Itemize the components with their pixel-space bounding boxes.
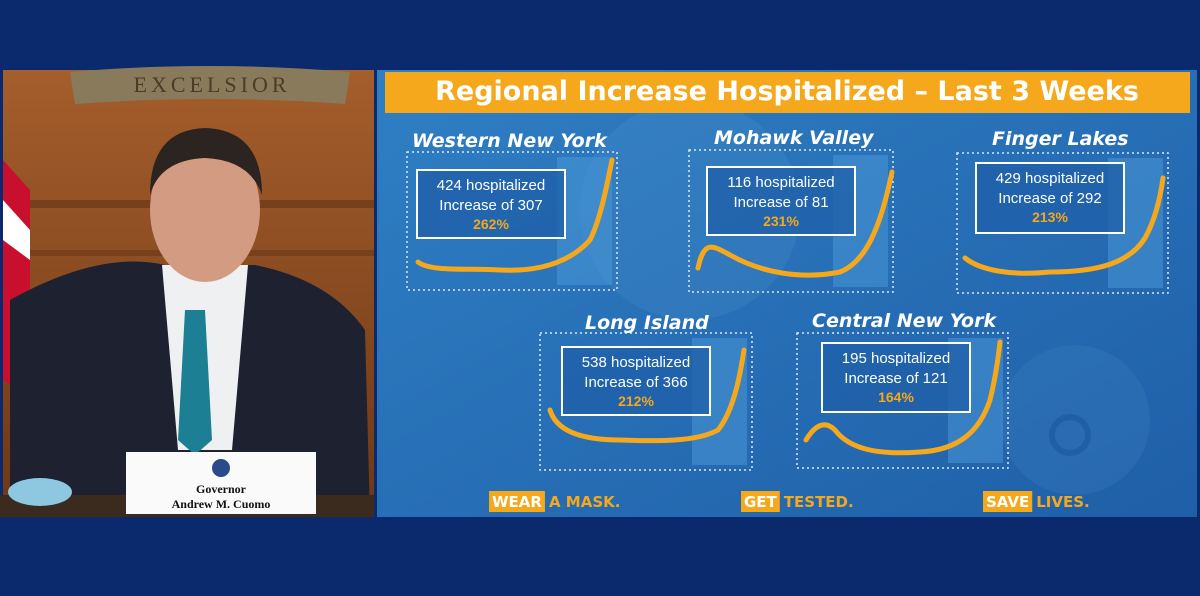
region-panel: Mohawk Valley 116 hospitalized Increase of… (688, 127, 895, 293)
trend-curve (547, 347, 747, 444)
slide-background (377, 70, 1197, 517)
trend-curve (962, 175, 1166, 276)
region-panel: Finger Lakes 429 hospitalized Increase of … (956, 128, 1169, 294)
info-box (821, 342, 971, 413)
region-frame (688, 149, 894, 293)
head (150, 138, 260, 282)
hospitalized-count: 424 hospitalized (437, 177, 545, 194)
trend-curve (695, 169, 895, 278)
increase-count: Increase of 307 (439, 197, 542, 214)
region-name: Central New York (812, 310, 997, 332)
hospitalized-count: 116 hospitalized (727, 174, 834, 191)
slogan-highlight-text: GET (744, 493, 778, 511)
hospitalized-count: 538 hospitalized (582, 354, 690, 371)
hospitalized-count: 195 hospitalized (842, 350, 950, 367)
region-frame (539, 332, 753, 471)
chart-highlight (557, 157, 612, 285)
region-name: Mohawk Valley (714, 127, 875, 149)
hair (150, 128, 262, 195)
speaker-panel: EXCELSIOR Governor Andrew M. Cuomo (0, 66, 374, 517)
mask (8, 478, 72, 506)
slogan-highlight-text: SAVE (986, 493, 1029, 511)
trend-curve (803, 339, 1003, 456)
slogan: GET TESTED. (741, 491, 854, 512)
seal-text: EXCELSIOR (134, 72, 291, 97)
virus-graphic (1049, 414, 1091, 456)
flag (3, 200, 30, 260)
increase-percent: 262% (473, 216, 509, 232)
nameplate-name: Andrew M. Cuomo (172, 497, 271, 511)
nameplate-seal (212, 459, 230, 477)
region-name: Finger Lakes (992, 128, 1129, 150)
region-panel: Western New York 424 hospitalized Increase… (406, 130, 618, 291)
slogan-text: LIVES. (1036, 493, 1090, 511)
slogan: WEAR A MASK. (489, 491, 620, 512)
slogan-text: TESTED. (784, 493, 854, 511)
region-frame (796, 332, 1009, 469)
region-frame (956, 152, 1169, 294)
slide: Regional Increase Hospitalized – Last 3 … (377, 70, 1197, 517)
hospitalized-count: 429 hospitalized (996, 170, 1104, 187)
info-box (416, 169, 566, 239)
region-frame (406, 151, 618, 291)
slogan-highlight (489, 491, 545, 512)
increase-count: Increase of 292 (998, 190, 1101, 207)
slogan-text: A MASK. (549, 493, 621, 511)
nameplate-title: Governor (196, 482, 247, 496)
info-box (975, 162, 1125, 234)
increase-percent: 212% (618, 393, 654, 409)
title-bar (385, 72, 1190, 113)
region-name: Long Island (585, 312, 709, 334)
slogan-highlight-text: WEAR (492, 493, 542, 511)
increase-percent: 231% (763, 213, 799, 229)
slogan-highlight (741, 491, 780, 512)
seal-plaque (70, 66, 350, 104)
increase-percent: 164% (878, 389, 914, 405)
slide-title: Regional Increase Hospitalized – Last 3 … (435, 76, 1139, 107)
increase-percent: 213% (1032, 209, 1068, 225)
increase-count: Increase of 81 (733, 194, 828, 211)
region-panel: Central New York 195 hospitalized Increase… (796, 310, 1009, 469)
increase-count: Increase of 366 (584, 374, 687, 391)
tie (178, 310, 212, 455)
slogan-highlight (983, 491, 1033, 512)
region-name: Western New York (412, 130, 608, 152)
info-box (561, 346, 711, 416)
slogan: SAVE LIVES. (983, 491, 1090, 512)
info-box (706, 166, 856, 236)
region-panel: Long Island 538 hospitalized Increase of 3… (539, 312, 753, 471)
trend-curve (415, 157, 615, 273)
increase-count: Increase of 121 (844, 370, 947, 387)
